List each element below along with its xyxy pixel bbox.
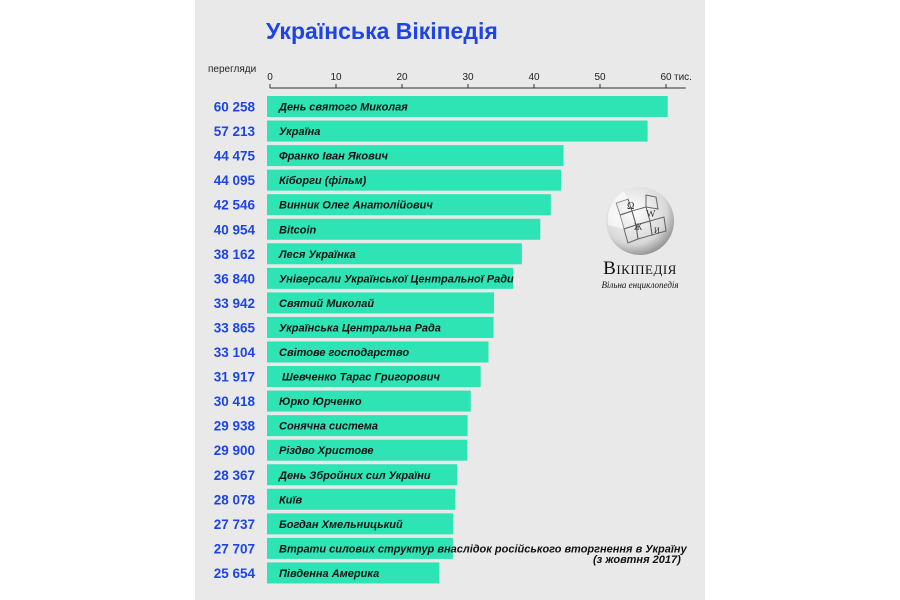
bar [267,439,468,461]
wikipedia-tagline: Вільна енциклопедія [601,280,679,290]
bar-category-label: Франко Іван Якович [279,151,388,163]
svg-text:Ж: Ж [634,222,643,232]
chart-annotation: (з жовтня 2017) [593,554,681,566]
x-tick-label: 40 [528,72,540,83]
bar [267,145,564,167]
bar [267,292,495,314]
bar-category-label: Юрко Юрченко [279,396,362,408]
bar-category-label: Українська Центральна Рада [279,322,441,334]
svg-text:Ω: Ω [627,201,634,212]
bar [267,366,481,388]
bar-value-label: 28 078 [214,492,256,507]
bar-category-label: Універсали Української Центральної Ради [279,273,514,285]
bar [267,169,562,191]
bar [267,120,648,142]
bar-value-label: 42 546 [214,198,256,213]
bar-category-label: Київ [279,494,303,506]
bar-value-label: 57 213 [214,124,256,139]
bar [267,488,456,510]
bar-value-label: 36 840 [214,271,255,286]
bar-category-label: День святого Миколая [278,102,408,114]
x-tick-label: 50 [594,72,606,83]
bar-value-label: 38 162 [214,247,255,262]
bar [267,267,514,289]
chart-title: Українська Вікіпедія [266,18,498,44]
bar [267,390,471,412]
bar [267,96,668,117]
bar-value-label: 25 654 [214,566,256,581]
bar [267,341,489,363]
bar-value-label: 29 938 [214,419,256,434]
bar-value-label: 27 707 [214,541,255,556]
bar [267,537,453,559]
bar-value-label: 60 258 [214,100,256,115]
bar-value-label: 33 104 [214,345,256,360]
bar-category-label: Втрати силових структур внаслідок російс… [279,543,688,555]
bar [267,316,494,338]
x-tick-label: 60 [660,72,672,83]
bar-value-label: 29 900 [214,443,255,458]
bar-value-label: 33 942 [214,296,255,311]
bar-value-label: 44 475 [214,149,256,164]
bar-category-label: Bitcoin [279,224,317,236]
bar [267,464,458,486]
bar-value-label: 28 367 [214,468,255,483]
bar [267,218,541,240]
bar-category-label: Богдан Хмельницький [279,519,403,531]
bar-category-label: Різдво Христове [279,445,374,457]
bar [267,243,522,265]
svg-text:И: И [654,226,660,235]
bar-value-label: 27 737 [214,517,255,532]
bar-category-label: Кіборги (фільм) [279,175,367,187]
x-unit-label: тис. [674,72,692,83]
bar-category-label: Сонячна система [279,421,378,433]
svg-text:W: W [646,209,656,220]
bar-category-label: Леся Українка [278,249,356,261]
bar-category-label: Південна Америка [279,568,379,580]
bar-category-label: День Збройних сил України [278,470,431,482]
bar [267,194,551,216]
bar-value-label: 30 418 [214,394,256,409]
bar-category-label: Винник Олег Анатолійович [279,200,433,212]
bar-category-label: Україна [279,126,320,138]
bar [267,513,454,535]
bar-category-label: Шевченко Тарас Григорович [279,372,440,384]
bar-value-label: 44 095 [214,173,256,188]
bar-category-label: Світове господарство [279,347,409,359]
bar-value-label: 31 917 [214,370,255,385]
bar [267,415,468,437]
bar [267,562,440,584]
x-tick-label: 0 [267,72,273,83]
x-tick-label: 30 [462,72,474,83]
bar-category-label: Святий Миколай [279,298,374,310]
bar-value-label: 40 954 [214,222,256,237]
wikipedia-wordmark: Вікіпедія [603,258,677,279]
x-axis-label: перегляди [208,64,257,75]
wikipedia-globe-icon: Ω W Ж И [606,187,674,255]
x-tick-label: 10 [330,72,342,83]
x-tick-label: 20 [396,72,408,83]
bar-value-label: 33 865 [214,320,256,335]
